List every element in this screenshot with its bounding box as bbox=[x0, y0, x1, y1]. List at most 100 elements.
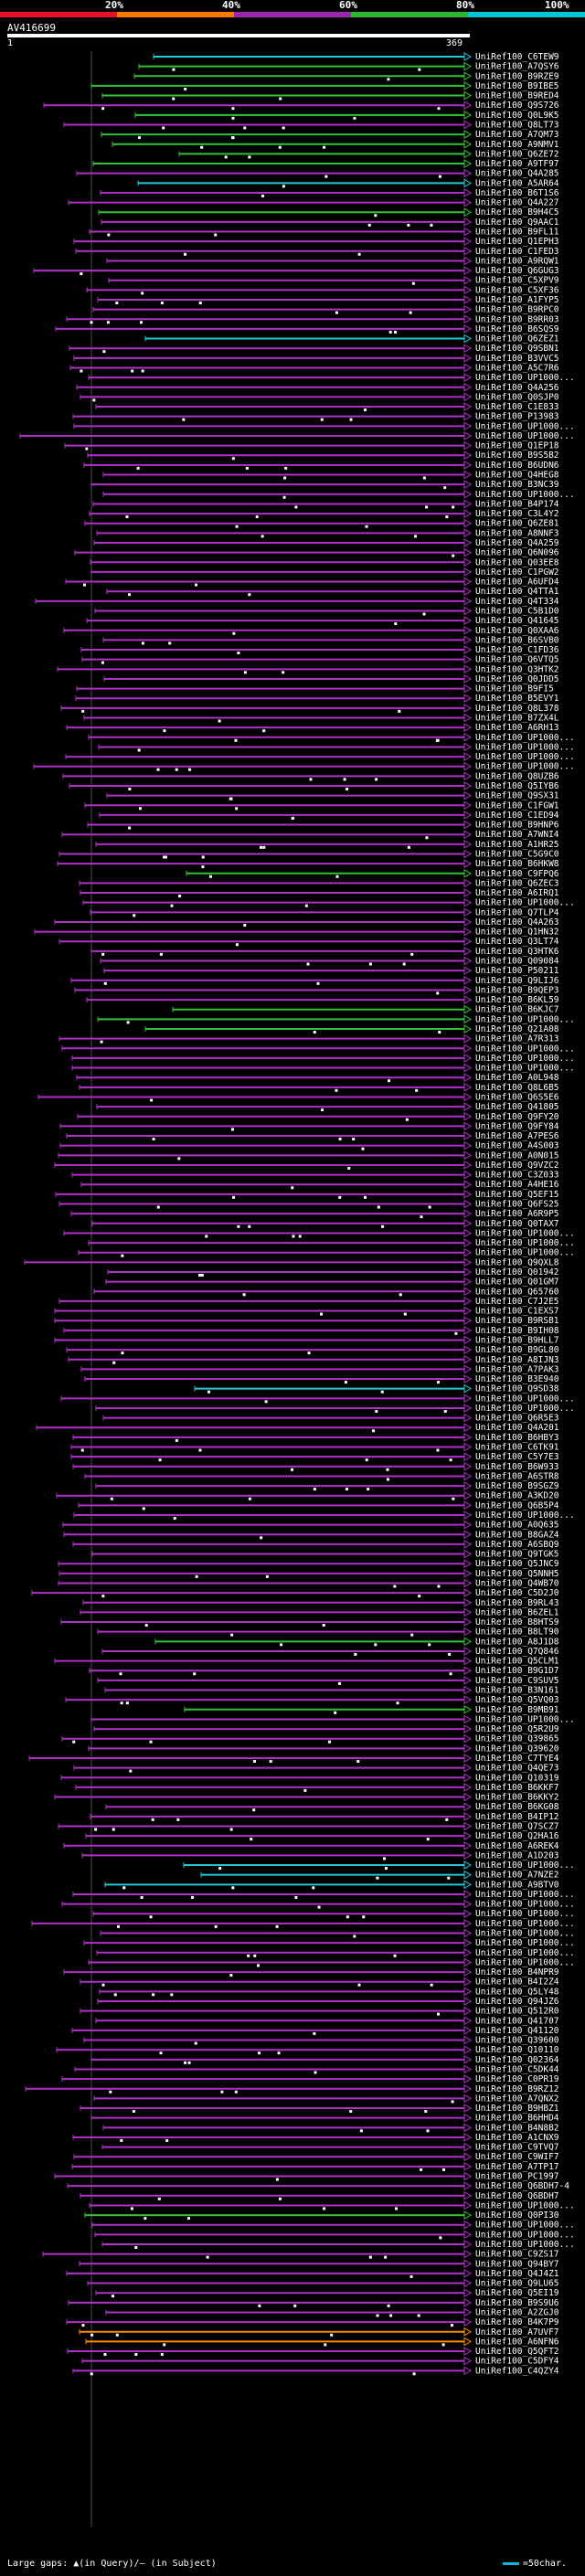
hit-label[interactable]: UniRef100_C7J2E5 bbox=[475, 1297, 559, 1307]
hit-row[interactable]: UniRef100_UP1000... bbox=[96, 1948, 575, 1958]
hit-label[interactable]: UniRef100_Q6FS25 bbox=[475, 1200, 559, 1210]
hit-label[interactable]: UniRef100_Q9SBN1 bbox=[475, 344, 559, 354]
hit-label[interactable]: UniRef100_UP1000... bbox=[475, 1044, 575, 1054]
hit-label[interactable]: UniRef100_Q6N096 bbox=[475, 548, 559, 558]
hit-row[interactable]: UniRef100_Q6ZE81 bbox=[84, 519, 559, 529]
hit-row[interactable]: UniRef100_Q8UZB6 bbox=[62, 771, 559, 781]
hit-label[interactable]: UniRef100_C4QZY4 bbox=[475, 2366, 559, 2376]
hit-label[interactable]: UniRef100_C5D2J0 bbox=[475, 1588, 559, 1598]
hit-label[interactable]: UniRef100_Q512R0 bbox=[475, 2007, 559, 2017]
hit-label[interactable]: UniRef100_Q0PI30 bbox=[475, 2210, 559, 2221]
hit-row[interactable]: UniRef100_UP1000... bbox=[60, 1394, 575, 1404]
hit-label[interactable]: UniRef100_Q4A201 bbox=[475, 1423, 559, 1433]
hit-row[interactable]: UniRef100_UP1000... bbox=[71, 1064, 575, 1074]
hit-row[interactable]: UniRef100_B6HKW8 bbox=[57, 859, 559, 869]
hit-row[interactable]: UniRef100_B6T1S6 bbox=[100, 188, 559, 198]
hit-label[interactable]: UniRef100_A6RH13 bbox=[475, 723, 559, 733]
hit-label[interactable]: UniRef100_UP1000... bbox=[475, 1890, 575, 1900]
hit-label[interactable]: UniRef100_B5EVY1 bbox=[475, 694, 559, 704]
hit-label[interactable]: UniRef100_Q1HN32 bbox=[475, 928, 559, 938]
hit-label[interactable]: UniRef100_B9HLL7 bbox=[475, 1335, 559, 1345]
hit-label[interactable]: UniRef100_A6IRQ1 bbox=[475, 888, 559, 898]
hit-label[interactable]: UniRef100_UP1000... bbox=[475, 421, 575, 431]
hit-label[interactable]: UniRef100_Q9QXL8 bbox=[475, 1257, 559, 1267]
hit-row[interactable]: UniRef100_B9SGZ9 bbox=[95, 1481, 559, 1491]
hit-label[interactable]: UniRef100_A4HE16 bbox=[475, 1180, 559, 1190]
hit-row[interactable]: UniRef100_UP1000... bbox=[63, 1228, 575, 1238]
hit-label[interactable]: UniRef100_A7NZE2 bbox=[475, 1871, 559, 1881]
hit-label[interactable]: UniRef100_A7QM73 bbox=[475, 130, 559, 140]
hit-row[interactable]: UniRef100_Q6BDH7 bbox=[80, 2191, 559, 2201]
hit-label[interactable]: UniRef100_UP1000... bbox=[475, 1394, 575, 1404]
hit-label[interactable]: UniRef100_Q0L9K5 bbox=[475, 111, 559, 121]
hit-label[interactable]: UniRef100_C1FGW1 bbox=[475, 800, 559, 811]
hit-row[interactable]: UniRef100_B4N8B2 bbox=[102, 2123, 559, 2133]
hit-row[interactable]: UniRef100_UP1000... bbox=[71, 1054, 575, 1064]
hit-row[interactable]: UniRef100_Q94JZ6 bbox=[97, 1997, 559, 2007]
hit-row[interactable]: UniRef100_Q8LT73 bbox=[63, 120, 559, 130]
hit-row[interactable]: UniRef100_UP1000... bbox=[73, 1511, 575, 1521]
hit-label[interactable]: UniRef100_Q94BY7 bbox=[475, 2259, 559, 2269]
hit-label[interactable]: UniRef100_Q4T334 bbox=[475, 597, 559, 607]
hit-row[interactable]: UniRef100_Q4A201 bbox=[36, 1423, 559, 1433]
hit-row[interactable]: UniRef100_A7PAK3 bbox=[80, 1364, 559, 1374]
hit-row[interactable]: UniRef100_A7R313 bbox=[58, 1034, 559, 1044]
hit-label[interactable]: UniRef100_B6KKF7 bbox=[475, 1783, 559, 1793]
hit-row[interactable]: UniRef100_C5Y7E3 bbox=[70, 1452, 559, 1462]
hit-label[interactable]: UniRef100_Q5NNH5 bbox=[475, 1569, 559, 1579]
hit-label[interactable]: UniRef100_A7PES6 bbox=[475, 1131, 559, 1141]
hit-label[interactable]: UniRef100_UP1000... bbox=[475, 1948, 575, 1958]
hit-label[interactable]: UniRef100_Q6ZEC3 bbox=[475, 878, 559, 888]
hit-label[interactable]: UniRef100_UP1000... bbox=[475, 1900, 575, 1910]
hit-row[interactable]: UniRef100_B6W933 bbox=[72, 1462, 559, 1472]
hit-label[interactable]: UniRef100_Q5LY48 bbox=[475, 1987, 559, 1997]
hit-row[interactable]: UniRef100_C1FGW1 bbox=[84, 800, 559, 811]
hit-row[interactable]: UniRef100_Q9SBN1 bbox=[69, 344, 559, 354]
hit-label[interactable]: UniRef100_B6KG08 bbox=[475, 1802, 559, 1812]
hit-row[interactable]: UniRef100_Q4TTA1 bbox=[106, 587, 559, 597]
hit-label[interactable]: UniRef100_A4S003 bbox=[475, 1141, 559, 1151]
hit-label[interactable]: UniRef100_B9RR03 bbox=[475, 314, 559, 324]
hit-row[interactable]: UniRef100_Q4HEG8 bbox=[102, 471, 559, 481]
hit-label[interactable]: UniRef100_UP1000... bbox=[475, 373, 575, 383]
hit-row[interactable]: UniRef100_A6RH13 bbox=[66, 723, 559, 733]
hit-label[interactable]: UniRef100_Q0JDD5 bbox=[475, 674, 559, 684]
hit-row[interactable]: UniRef100_Q03EE8 bbox=[90, 557, 559, 567]
hit-row[interactable]: UniRef100_A6R9P5 bbox=[70, 1209, 559, 1219]
hit-row[interactable]: UniRef100_A7WNI4 bbox=[61, 830, 559, 840]
hit-row[interactable]: UniRef100_B9IH08 bbox=[63, 1326, 559, 1336]
hit-label[interactable]: UniRef100_Q41707 bbox=[475, 2016, 559, 2026]
hit-label[interactable]: UniRef100_UP1000... bbox=[475, 1957, 575, 1967]
hit-row[interactable]: UniRef100_A6REK4 bbox=[63, 1841, 559, 1851]
hit-row[interactable]: UniRef100_Q39865 bbox=[61, 1734, 559, 1744]
hit-label[interactable]: UniRef100_Q9AAC1 bbox=[475, 217, 559, 228]
hit-label[interactable]: UniRef100_Q9LIJ6 bbox=[475, 976, 559, 986]
hit-row[interactable]: UniRef100_Q4QE73 bbox=[73, 1764, 559, 1774]
hit-label[interactable]: UniRef100_B6HBY3 bbox=[475, 1433, 559, 1443]
hit-row[interactable]: UniRef100_C1EXS7 bbox=[54, 1307, 559, 1317]
hit-row[interactable]: UniRef100_Q5R2U9 bbox=[93, 1724, 559, 1734]
hit-label[interactable]: UniRef100_A1FYP5 bbox=[475, 295, 559, 305]
hit-label[interactable]: UniRef100_Q4TTA1 bbox=[475, 587, 559, 597]
hit-row[interactable]: UniRef100_C3L4Y2 bbox=[89, 509, 559, 519]
hit-label[interactable]: UniRef100_Q6ZE72 bbox=[475, 149, 559, 159]
hit-label[interactable]: UniRef100_Q8L378 bbox=[475, 704, 559, 714]
hit-row[interactable]: UniRef100_Q10110 bbox=[56, 2045, 559, 2055]
hit-label[interactable]: UniRef100_UP1000... bbox=[475, 1014, 575, 1024]
hit-label[interactable]: UniRef100_UP1000... bbox=[475, 1064, 575, 1074]
hit-label[interactable]: UniRef100_B9RZ12 bbox=[475, 2084, 559, 2094]
hit-label[interactable]: UniRef100_B9MB91 bbox=[475, 1705, 559, 1715]
hit-label[interactable]: UniRef100_B9FI5 bbox=[475, 684, 554, 694]
hit-row[interactable]: UniRef100_A3KD20 bbox=[56, 1491, 559, 1501]
hit-label[interactable]: UniRef100_Q4A256 bbox=[475, 383, 559, 393]
hit-label[interactable]: UniRef100_Q7TLP4 bbox=[475, 907, 559, 917]
hit-label[interactable]: UniRef100_C3L4Y2 bbox=[475, 509, 559, 519]
hit-label[interactable]: UniRef100_B4NPR9 bbox=[475, 1967, 559, 1977]
hit-label[interactable]: UniRef100_A6NFN6 bbox=[475, 2337, 559, 2347]
hit-label[interactable]: UniRef100_B6SQS9 bbox=[475, 324, 559, 334]
hit-label[interactable]: UniRef100_B4I2Z4 bbox=[475, 1977, 559, 1988]
hit-label[interactable]: UniRef100_Q5IYB6 bbox=[475, 781, 559, 791]
hit-row[interactable]: UniRef100_A1FYP5 bbox=[97, 295, 559, 305]
hit-label[interactable]: UniRef100_B9RED4 bbox=[475, 91, 559, 101]
hit-row[interactable]: UniRef100_A9BTV0 bbox=[104, 1880, 559, 1890]
